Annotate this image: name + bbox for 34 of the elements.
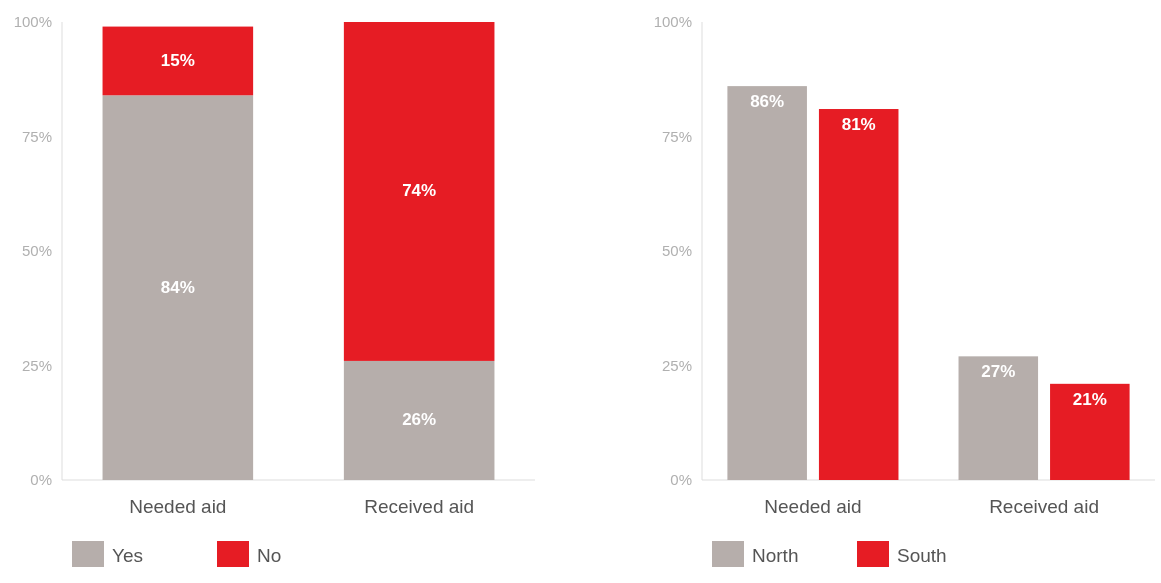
bar	[102, 26, 254, 96]
bar	[1050, 383, 1130, 480]
data-label: 74%	[402, 181, 437, 201]
bar	[818, 109, 899, 480]
x-tick-label: Received aid	[989, 496, 1099, 517]
y-tick-label: 100%	[13, 13, 52, 30]
x-tick-label: Needed aid	[129, 496, 227, 517]
bar	[343, 22, 495, 361]
y-tick-label: 75%	[661, 127, 692, 145]
y-tick-label: 50%	[21, 242, 52, 259]
legend-label: No	[257, 545, 282, 566]
y-tick-label: 25%	[21, 356, 52, 374]
y-tick-label: 25%	[661, 356, 692, 374]
data-label: 81%	[841, 115, 876, 135]
bar	[343, 360, 495, 480]
y-tick-label: 75%	[21, 127, 52, 145]
y-tick-label: 50%	[661, 242, 692, 259]
bar	[958, 356, 1039, 480]
y-tick-label: 0%	[670, 471, 692, 488]
data-label: 26%	[402, 410, 437, 430]
legend-label: Yes	[112, 545, 143, 566]
data-label: 84%	[160, 277, 195, 297]
y-tick-label: 0%	[30, 471, 52, 488]
data-label: 15%	[160, 50, 195, 70]
data-label: 86%	[750, 92, 785, 112]
y-tick-label: 100%	[653, 13, 692, 30]
x-tick-label: Needed aid	[764, 496, 862, 517]
data-label: 27%	[981, 362, 1016, 382]
legend-label: South	[897, 545, 947, 566]
legend-label: North	[752, 545, 799, 566]
bar	[727, 86, 807, 480]
bar	[102, 95, 254, 480]
x-tick-label: Received aid	[364, 496, 475, 517]
data-label: 21%	[1072, 389, 1107, 409]
